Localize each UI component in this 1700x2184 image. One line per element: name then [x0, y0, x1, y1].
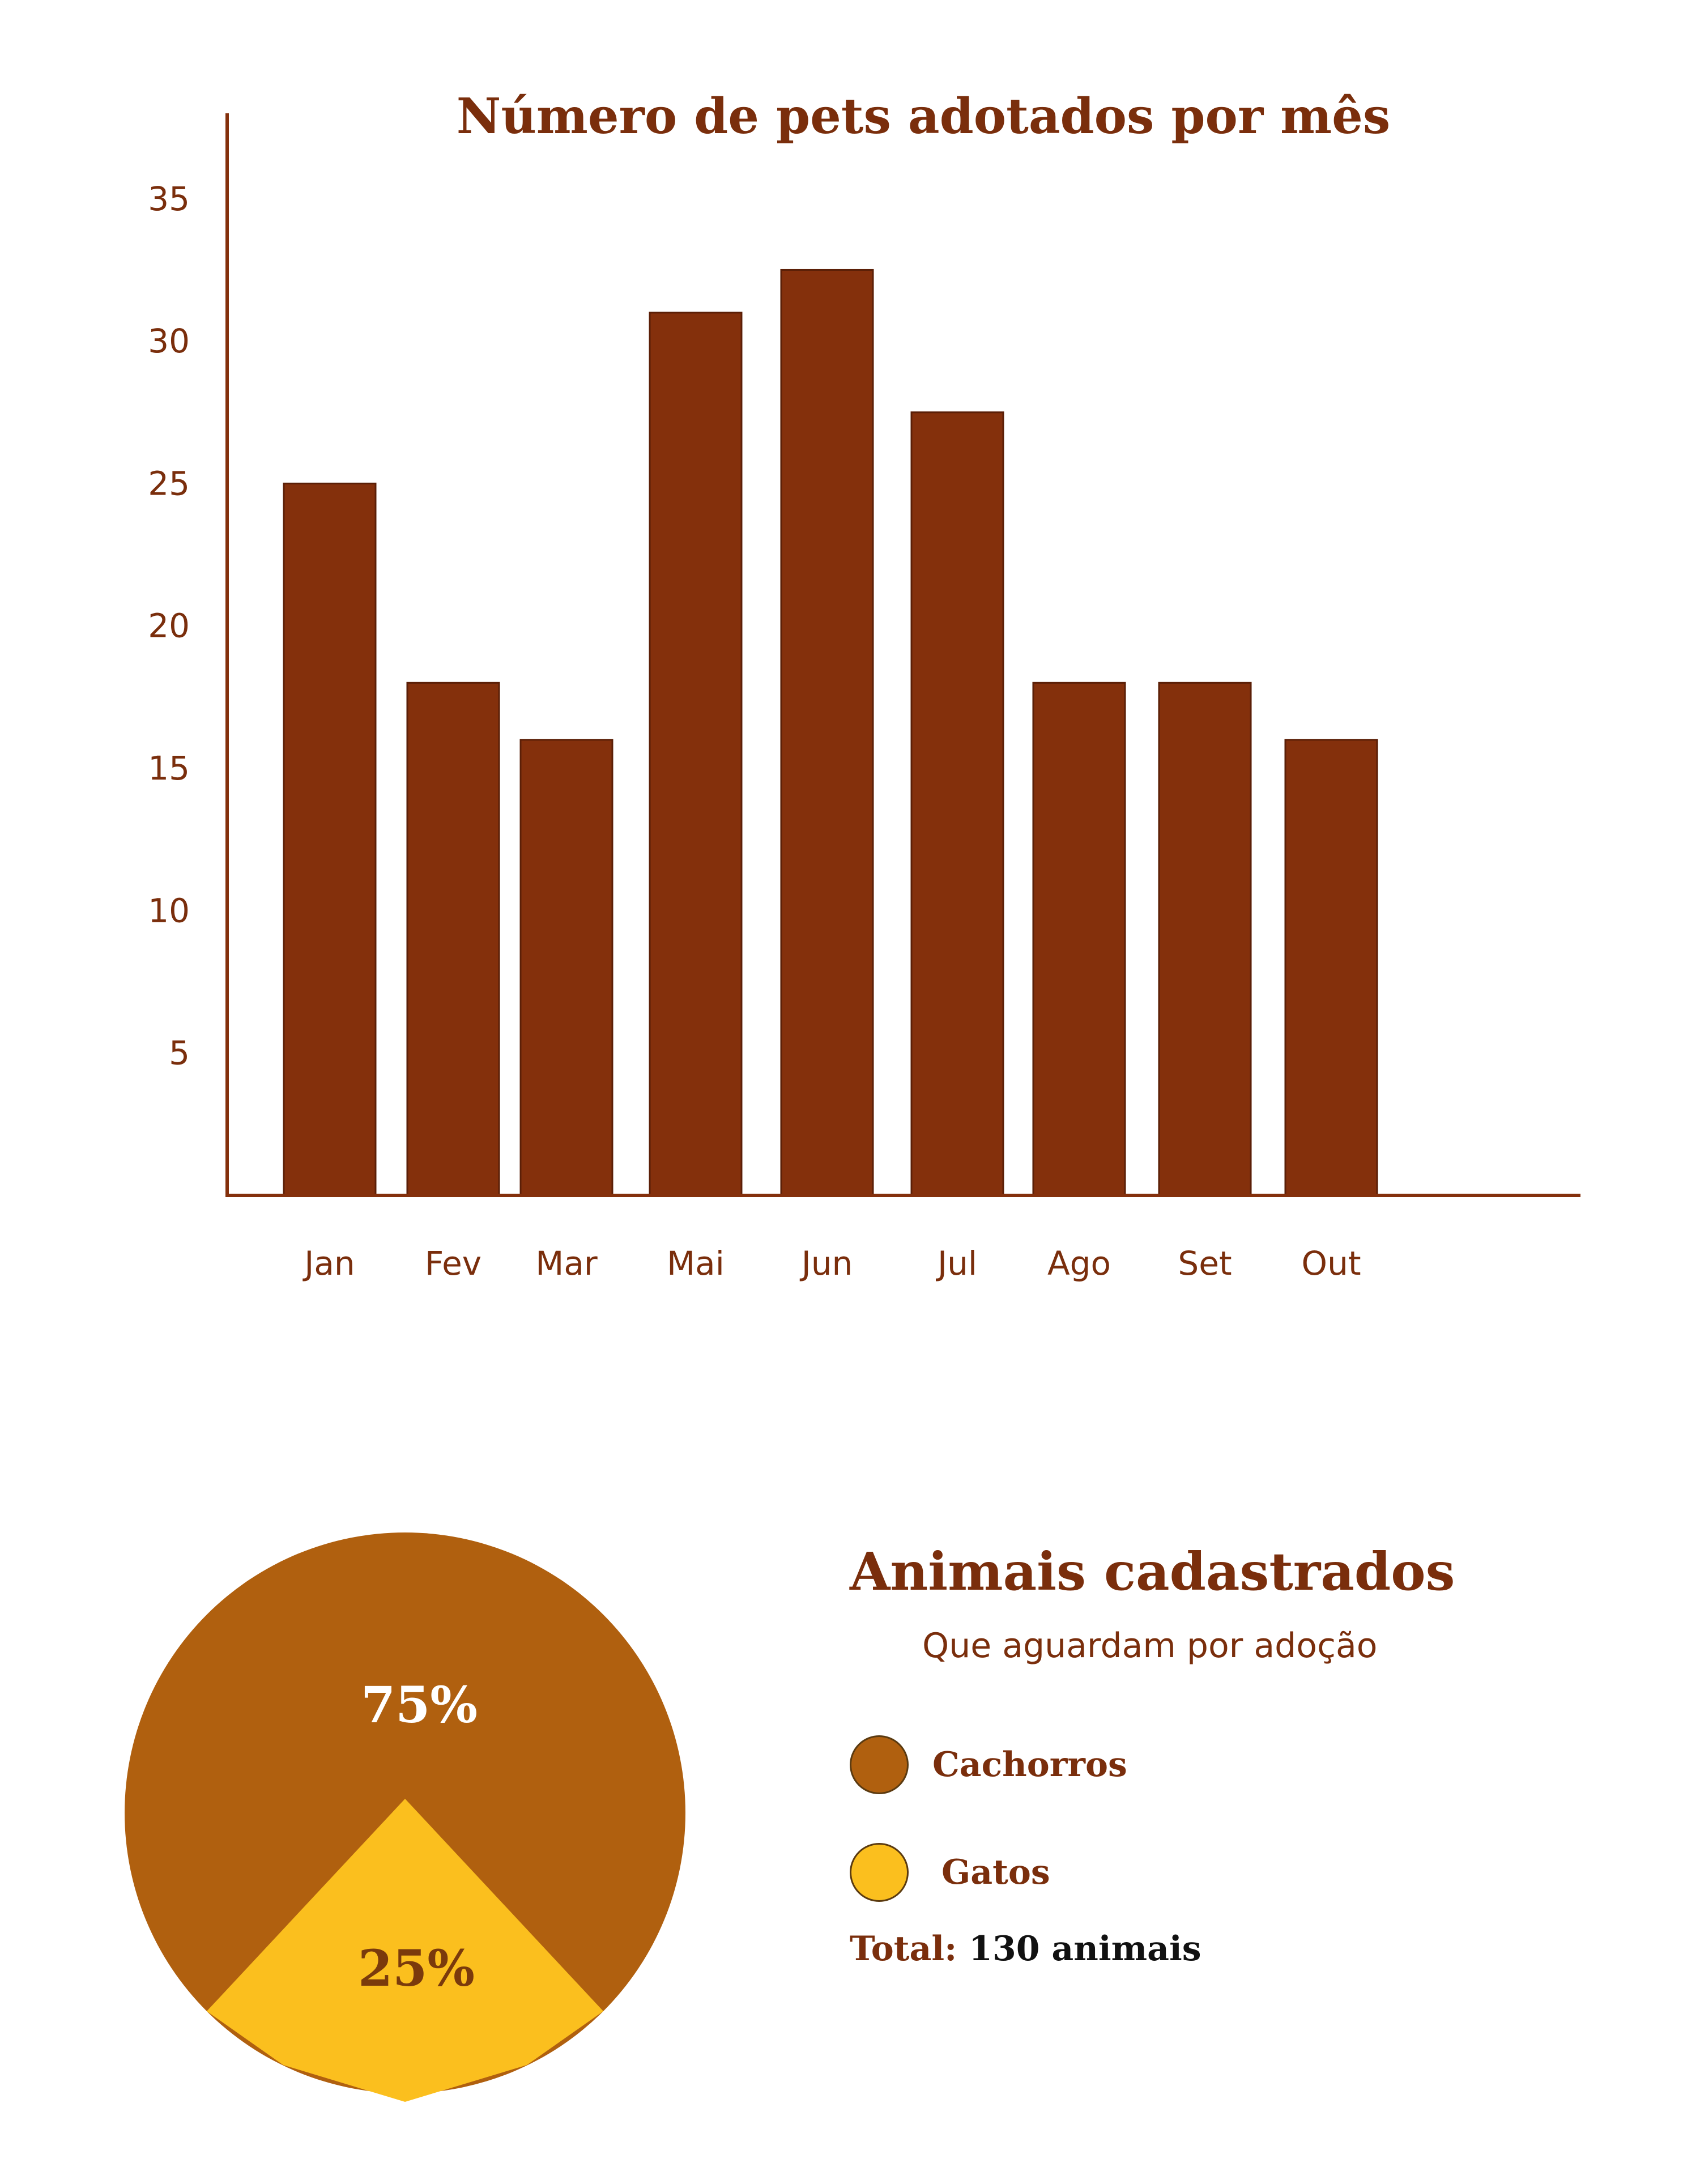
legend-item-cats: Gatos: [850, 1841, 1050, 1904]
chart-title: Número de pets adotados por mês: [457, 88, 1391, 145]
legend-item-dogs: Cachorros: [850, 1734, 1127, 1796]
x-tick-jun: Jun: [800, 1244, 853, 1283]
y-tick-5: 5: [169, 1034, 190, 1072]
bar-set: [1158, 682, 1252, 1197]
bars-group: [283, 269, 1378, 1197]
total-label: Total:: [850, 1929, 957, 1969]
bar-jul: [910, 411, 1004, 1197]
pie-chart: 75% 25%: [125, 1532, 685, 2102]
y-tick-10: 10: [148, 891, 190, 930]
bar-mai: [649, 312, 743, 1197]
y-tick-30: 30: [148, 322, 190, 360]
bar-ago: [1032, 682, 1126, 1197]
bar-jun: [780, 269, 874, 1197]
pie-label-dogs: 75%: [361, 1675, 478, 1734]
total-line: Total: 130 animais: [850, 1929, 1201, 1969]
legend-subtitle: Que aguardam por adoção: [922, 1626, 1378, 1666]
bar-chart: Número de pets adotados por mês 5 10 15 20 2…: [148, 88, 1580, 1283]
y-tick-20: 20: [148, 607, 190, 645]
legend-swatch-cats: [850, 1843, 909, 1902]
pie-slice-cats: [206, 1799, 604, 2102]
legend-label-dogs: Cachorros: [932, 1745, 1127, 1785]
legend-title: Animais cadastrados: [850, 1541, 1455, 1602]
x-tick-jul: Jul: [936, 1244, 977, 1283]
x-tick-ago: Ago: [1047, 1244, 1111, 1283]
x-tick-fev: Fev: [425, 1244, 482, 1283]
legend-label-cats: Gatos: [941, 1853, 1050, 1892]
x-tick-set: Set: [1178, 1244, 1232, 1283]
pie-label-cats: 25%: [358, 1939, 475, 1998]
y-tick-labels: 5 10 15 20 25 30 35: [148, 180, 190, 1072]
y-tick-25: 25: [148, 464, 190, 503]
legend-swatch-dogs: [850, 1735, 909, 1794]
bar-fev: [406, 682, 500, 1197]
pie-slices: [125, 1532, 685, 2102]
bar-jan: [283, 482, 377, 1197]
y-tick-35: 35: [148, 180, 190, 218]
total-value: 130 animais: [969, 1929, 1201, 1969]
bar-out: [1284, 739, 1378, 1197]
x-tick-mar: Mar: [535, 1244, 598, 1283]
y-tick-15: 15: [148, 749, 190, 787]
x-tick-out: Out: [1301, 1244, 1361, 1283]
x-tick-mai: Mai: [667, 1244, 725, 1283]
bar-mar: [519, 739, 613, 1197]
x-tick-labels: Jan Fev Mar Mai Jun Jul Ago Set Out: [302, 1244, 1361, 1283]
x-tick-jan: Jan: [302, 1244, 355, 1283]
